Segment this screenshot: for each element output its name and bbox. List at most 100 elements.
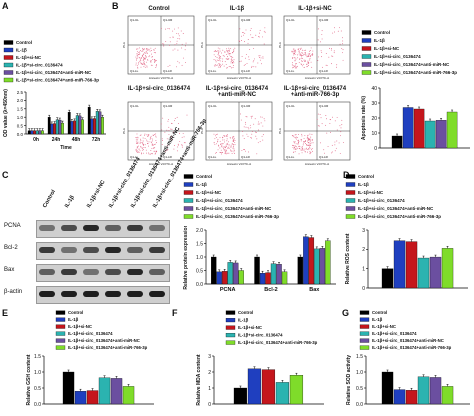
flow-dot — [146, 48, 148, 50]
flow-dot — [167, 120, 169, 122]
flow-dot — [155, 139, 157, 141]
flow-dot — [232, 56, 234, 58]
flow-dot — [230, 56, 232, 57]
flow-dot — [177, 38, 179, 39]
bar — [446, 111, 458, 149]
flow-dot — [242, 130, 244, 132]
bar — [101, 117, 104, 135]
flow-dot — [293, 50, 295, 52]
flow-dot — [231, 57, 232, 59]
flow-dot — [140, 63, 142, 65]
legend-label: IL-1β — [374, 38, 385, 43]
flow-dot — [230, 59, 232, 60]
flow-dot — [309, 55, 311, 56]
legend-label: IL-1β+si-NC — [358, 190, 384, 195]
x-tick-label: 48h — [72, 137, 81, 143]
flow-y-axis-label: PI-A — [278, 42, 282, 48]
flow-dot — [306, 135, 308, 137]
flow-dot — [299, 58, 301, 60]
flow-dot — [146, 139, 148, 141]
flow-dot — [294, 53, 295, 54]
flow-dot — [145, 48, 147, 49]
panel-e: Control IL-1β IL-1β+si-NC IL-1β+si-circ_013… — [0, 308, 170, 416]
flow-dot — [141, 56, 143, 58]
flow-dot — [305, 54, 306, 56]
flow-dot — [147, 142, 148, 144]
flow-dot — [222, 63, 224, 65]
flow-plot: Q1-UL Q1-UR Q1-LL Q1-LR Annexin V-FITC-A PI-A — [200, 15, 273, 80]
flow-dot — [232, 52, 234, 54]
flow-dot — [215, 136, 217, 138]
flow-dot — [218, 50, 220, 52]
blot-band — [127, 247, 143, 253]
flow-dot — [228, 144, 230, 146]
flow-dot — [308, 55, 310, 57]
flow-dot — [150, 137, 152, 139]
flow-dot — [156, 63, 158, 65]
flow-dot — [144, 57, 146, 59]
flow-dot — [320, 117, 322, 119]
flow-dot — [312, 54, 314, 56]
flow-dot — [179, 38, 181, 40]
flow-dot — [143, 59, 144, 61]
legend-e: Control IL-1β IL-1β+si-NC IL-1β+si-circ_013… — [55, 310, 148, 350]
flow-dot — [226, 145, 228, 147]
legend-label: IL-1β+si-circ_0136474 — [238, 333, 283, 338]
legend-label: IL-1β+si-NC — [196, 190, 222, 195]
flow-dot — [138, 51, 140, 53]
flow-dot — [168, 118, 170, 120]
flow-dot — [248, 56, 250, 58]
flow-dot — [300, 48, 302, 50]
flow-dot — [233, 151, 235, 153]
flow-dot — [250, 137, 252, 139]
legend-label: Control — [374, 30, 390, 35]
flow-title: IL-1β+si-circ_0136474 +anti-miR-NC — [205, 86, 269, 98]
blot-strip — [36, 242, 170, 260]
flow-dot — [331, 144, 333, 146]
y-tick-label: 0.5 — [17, 123, 24, 128]
flow-dot — [304, 134, 306, 136]
flow-dot — [227, 144, 229, 145]
flow-dot — [227, 142, 228, 144]
x-tick-label: PCNA — [220, 287, 236, 293]
flow-dot — [181, 64, 183, 66]
flow-dot — [295, 143, 297, 145]
flow-dot — [304, 141, 305, 143]
flow-dot — [225, 63, 227, 65]
flow-dot — [178, 62, 180, 64]
flow-dot — [331, 55, 333, 57]
legend-label: Control — [16, 40, 32, 45]
blot-band — [127, 225, 143, 231]
flow-dot — [224, 146, 225, 148]
flow-dot — [154, 153, 156, 155]
flow-quadrant-label: Q1-UL — [130, 104, 139, 108]
y-tick-label: 1.5 — [196, 241, 203, 247]
flow-dot — [172, 131, 174, 133]
flow-dot — [309, 145, 311, 147]
legend-swatch — [183, 182, 194, 187]
y-axis-label: Relative SOD activity — [346, 355, 352, 405]
flow-dot — [140, 145, 142, 147]
flow-dot — [246, 62, 248, 64]
flow-dot — [259, 59, 261, 61]
flow-dot — [218, 144, 220, 146]
legend-label: IL-1β+si-circ_0136474+anti-miR-766-3p — [372, 345, 452, 350]
flow-dot — [303, 149, 305, 151]
blot-band — [149, 269, 165, 275]
flow-dot — [233, 148, 235, 150]
bar — [275, 382, 290, 405]
flow-dot — [294, 54, 296, 56]
bar — [74, 391, 87, 405]
flow-dot — [180, 30, 182, 32]
flow-dot — [169, 37, 171, 39]
legend-label: IL-1β+si-circ_0136474+anti-miR-766-3p — [16, 78, 99, 83]
flow-dot — [308, 145, 310, 146]
flow-dot — [181, 136, 183, 138]
flow-dot — [227, 147, 229, 149]
flow-quadrant-label: Q1-UR — [319, 18, 329, 22]
flow-dot — [305, 143, 306, 145]
flow-dot — [142, 137, 144, 139]
flow-dot — [229, 146, 231, 148]
flow-dot — [213, 65, 215, 67]
flow-dot — [174, 117, 176, 119]
